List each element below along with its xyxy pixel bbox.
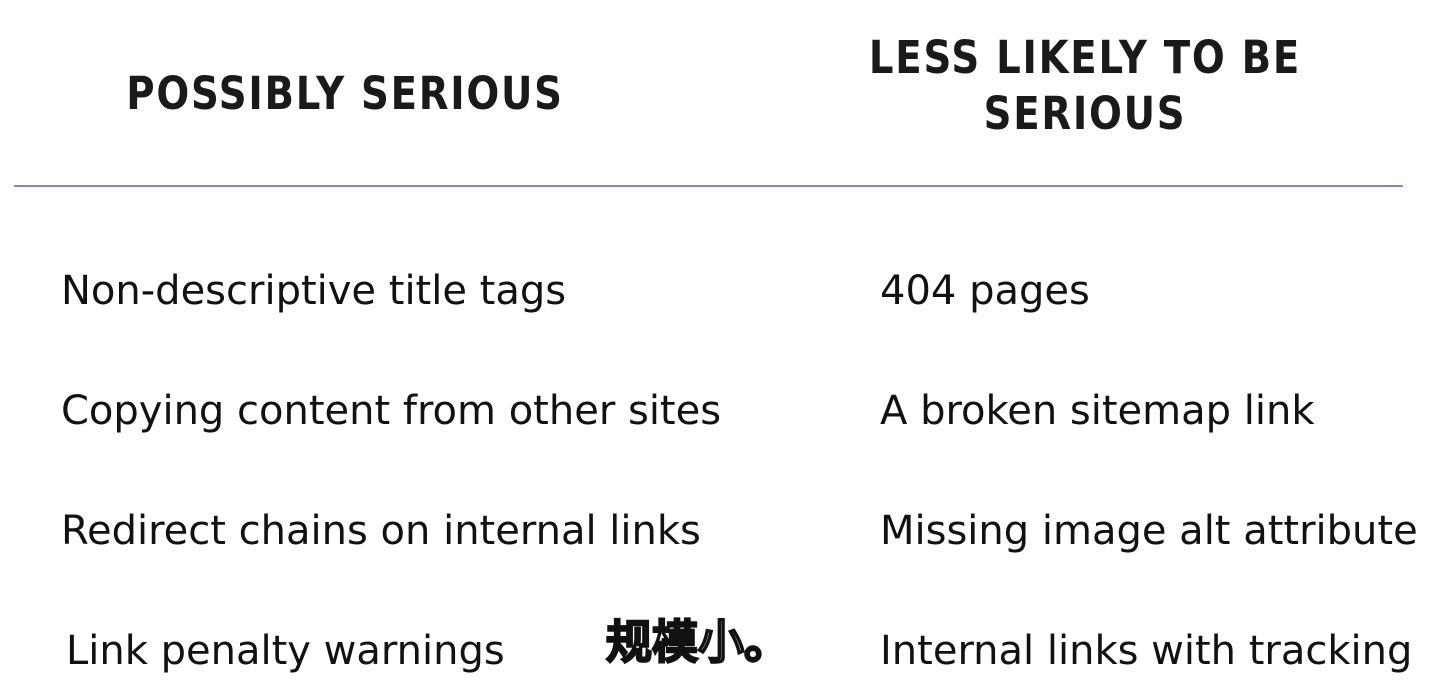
left-list-item: Redirect chains on internal links (61, 508, 701, 554)
left-list-item: Copying content from other sites (61, 388, 722, 434)
less-likely-heading-line-2: SERIOUS (983, 87, 1187, 140)
less-likely-heading-line-1: LESS LIKELY TO BE (868, 31, 1302, 84)
right-list-item: Internal links with tracking (880, 628, 1413, 674)
right-list-item: A broken sitemap link (880, 388, 1315, 434)
left-list-item: Link penalty warnings (66, 628, 505, 674)
right-list-item: 404 pages (880, 268, 1090, 314)
header-divider (14, 185, 1403, 187)
video-subtitle: 规模小。 (605, 614, 791, 670)
less-likely-serious-heading: LESS LIKELY TO BE SERIOUS (831, 30, 1338, 142)
right-list-item: Missing image alt attribute (880, 508, 1418, 554)
possibly-serious-heading: POSSIBLY SERIOUS (126, 67, 564, 120)
left-list-item: Non-descriptive title tags (61, 268, 567, 314)
